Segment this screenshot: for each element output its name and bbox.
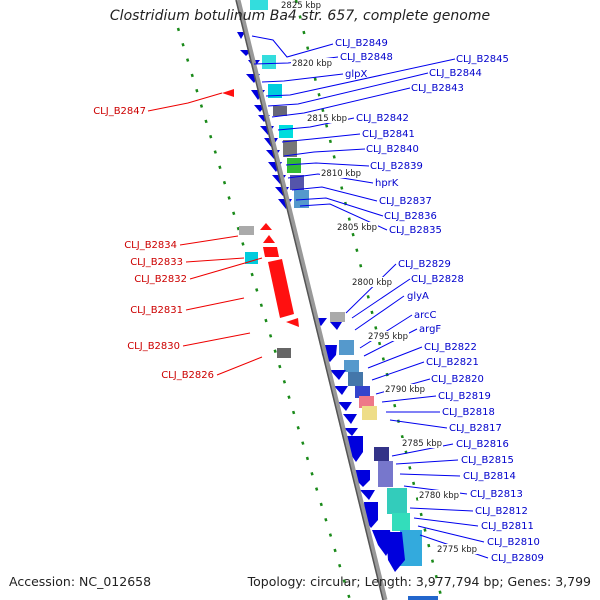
forward-strand-features <box>222 89 299 327</box>
gene-label-reverse[interactable]: CLJ_B2821 <box>426 357 479 368</box>
gene-label-forward[interactable]: CLJ_B2832 <box>134 274 187 285</box>
gene-label-reverse[interactable]: CLJ_B2811 <box>481 521 534 532</box>
gene-label-reverse[interactable]: CLJ_B2835 <box>389 225 442 236</box>
gene-label-reverse[interactable]: CLJ_B2840 <box>366 144 419 155</box>
gene-label-reverse[interactable]: arcC <box>414 310 437 321</box>
gene-label-reverse[interactable]: CLJ_B2848 <box>340 52 393 63</box>
tick-label: 2775 kbp <box>437 545 477 555</box>
gene-arrow[interactable] <box>222 89 234 97</box>
gene-label-reverse[interactable]: CLJ_B2839 <box>370 161 423 172</box>
tick-label-bg <box>306 113 348 123</box>
gene-arrow[interactable] <box>338 402 352 411</box>
gene-label-forward[interactable]: CLJ_B2831 <box>130 305 183 316</box>
gene-arrow[interactable] <box>260 223 272 230</box>
tick-label: 2795 kbp <box>368 332 408 342</box>
tick-label-bg <box>320 168 362 178</box>
gene-label-reverse[interactable]: CLJ_B2812 <box>475 506 528 517</box>
gene-label-reverse[interactable]: CLJ_B2814 <box>463 471 516 482</box>
tick-label-bg <box>291 58 333 68</box>
tick-label-bg <box>367 331 409 341</box>
tick-label: 2805 kbp <box>337 223 377 233</box>
gene-arrow[interactable] <box>330 370 346 380</box>
gene-label-reverse[interactable]: CLJ_B2845 <box>456 54 509 65</box>
gene-arrow[interactable] <box>344 428 358 436</box>
gene-label-reverse[interactable]: CLJ_B2816 <box>456 439 509 450</box>
tick-label: 2790 kbp <box>385 385 425 395</box>
gene-label-reverse[interactable]: glpX <box>345 69 367 80</box>
gene-label-reverse[interactable]: CLJ_B2829 <box>398 259 451 270</box>
gene-label-reverse[interactable]: hprK <box>375 178 399 189</box>
tick-label-bg <box>418 490 460 500</box>
tick-label-bg <box>336 222 378 232</box>
gene-label-reverse[interactable]: CLJ_B2818 <box>442 407 495 418</box>
gene-arrow[interactable] <box>386 532 405 572</box>
gene-label-forward[interactable]: CLJ_B2847 <box>93 106 146 117</box>
gene-label-forward[interactable]: CLJ_B2830 <box>127 341 180 352</box>
tick-label-bg <box>436 544 478 554</box>
tick-labels: 2825 kbp 2820 kbp 2815 kbp 2810 kbp 2805 kbp… <box>281 1 478 555</box>
gene-arrow[interactable] <box>263 247 279 257</box>
tick-label: 2780 kbp <box>419 491 459 501</box>
tick-label: 2785 kbp <box>402 439 442 449</box>
gene-label-reverse[interactable]: CLJ_B2849 <box>335 38 388 49</box>
tick-label-bg <box>384 384 426 394</box>
gene-label-reverse[interactable]: CLJ_B2837 <box>379 196 432 207</box>
gene-arrow[interactable] <box>263 235 275 243</box>
gene-arrow[interactable] <box>268 259 294 318</box>
gene-label-reverse[interactable]: CLJ_B2815 <box>461 455 514 466</box>
gene-arrow[interactable] <box>360 490 375 500</box>
gene-label-reverse[interactable]: CLJ_B2836 <box>384 211 437 222</box>
gene-label-reverse[interactable]: CLJ_B2813 <box>470 489 523 500</box>
feature-bars <box>239 0 438 600</box>
gene-label-forward[interactable]: CLJ_B2833 <box>130 257 183 268</box>
tick-label-bg <box>351 277 393 287</box>
gene-arrow[interactable] <box>343 414 357 424</box>
tick-label: 2815 kbp <box>307 114 347 124</box>
gene-label-reverse[interactable]: CLJ_B2819 <box>438 391 491 402</box>
gene-label-forward[interactable]: CLJ_B2834 <box>124 240 177 251</box>
tick-label: 2825 kbp <box>281 1 321 11</box>
gene-arrow[interactable] <box>330 322 342 330</box>
gene-label-reverse[interactable]: CLJ_B2822 <box>424 342 477 353</box>
gene-label-forward[interactable]: CLJ_B2826 <box>161 370 214 381</box>
tick-label-bg <box>401 438 443 448</box>
page-title: Clostridium botulinum Ba4 str. 657, comp… <box>109 8 491 24</box>
gene-label-reverse[interactable]: CLJ_B2841 <box>362 129 415 140</box>
tick-label: 2810 kbp <box>321 169 361 179</box>
gene-label-reverse[interactable]: glyA <box>407 291 429 302</box>
gene-label-reverse[interactable]: CLJ_B2810 <box>487 537 540 548</box>
gene-label-reverse[interactable]: CLJ_B2842 <box>356 113 409 124</box>
gene-label-reverse[interactable]: CLJ_B2820 <box>431 374 484 385</box>
gene-arrow[interactable] <box>237 32 245 39</box>
gene-label-reverse[interactable]: CLJ_B2843 <box>411 83 464 94</box>
gene-arrow[interactable] <box>334 386 348 395</box>
gene-label-reverse[interactable]: CLJ_B2844 <box>429 68 482 79</box>
inner-guide-line <box>294 0 444 600</box>
outer-guide-line <box>176 27 352 600</box>
tick-label: 2800 kbp <box>352 278 392 288</box>
genome-summary-text: Topology: circular; Length: 3,977,794 bp… <box>247 574 591 589</box>
gene-label-reverse[interactable]: CLJ_B2809 <box>491 553 544 564</box>
genome-backbone <box>235 0 388 600</box>
gene-arrow[interactable] <box>286 318 299 327</box>
feature-labels: CLJ_B2849 CLJ_B2848 glpX CLJ_B2845 CLJ_B2844… <box>93 38 544 564</box>
gene-label-reverse[interactable]: CLJ_B2817 <box>449 423 502 434</box>
gene-arrow[interactable] <box>347 436 363 462</box>
forward-leader-lines <box>147 92 263 376</box>
accession-text: Accession: NC_012658 <box>9 574 152 589</box>
gene-label-reverse[interactable]: CLJ_B2828 <box>411 274 464 285</box>
gene-label-reverse[interactable]: argF <box>419 324 441 335</box>
tick-label: 2820 kbp <box>292 59 332 69</box>
